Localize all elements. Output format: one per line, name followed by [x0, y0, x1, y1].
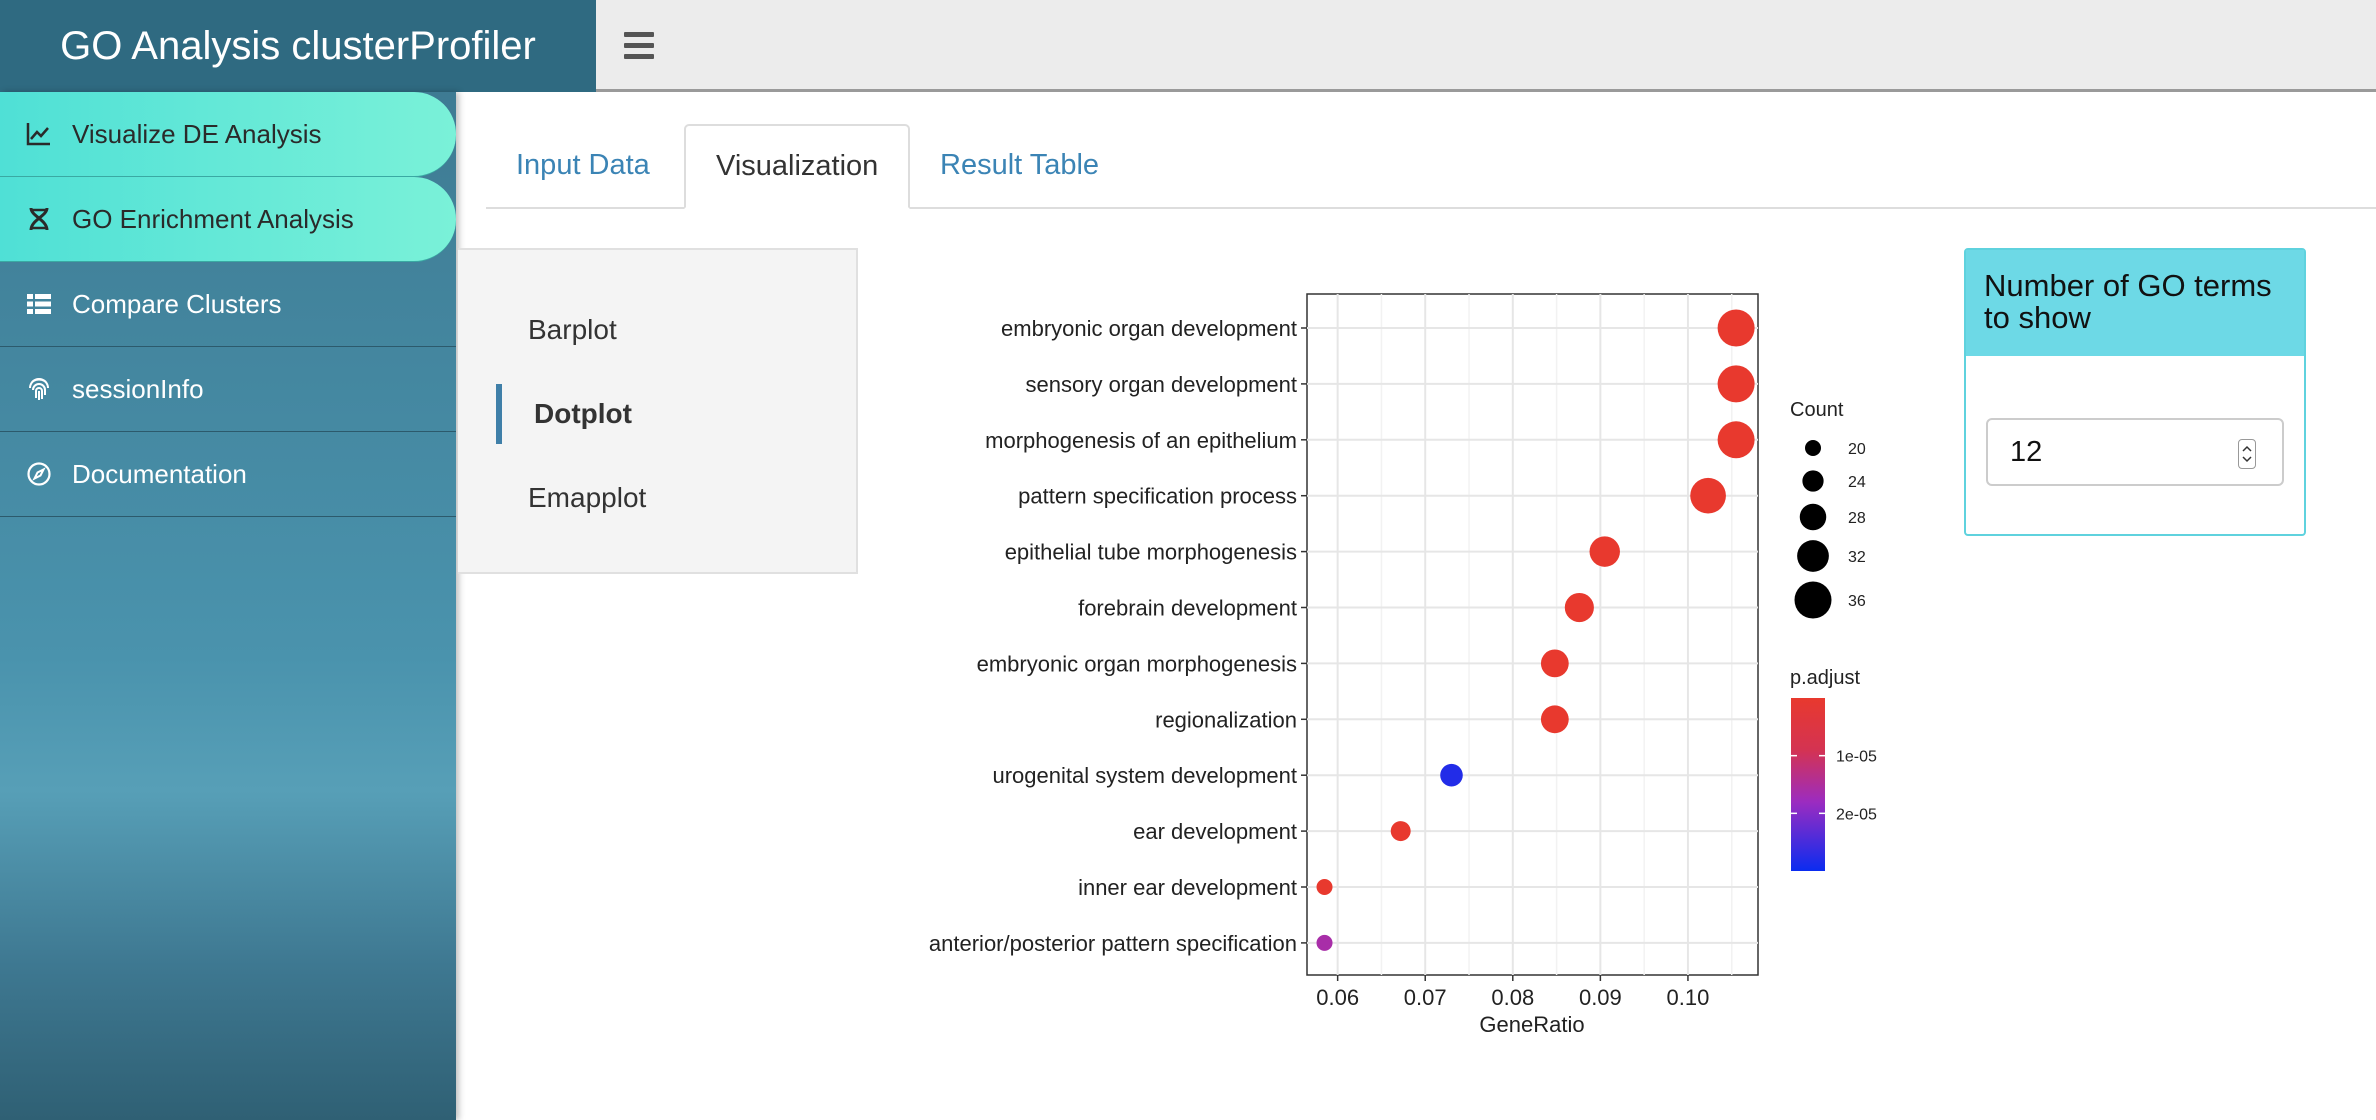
term-label: embryonic organ morphogenesis: [977, 651, 1297, 676]
tab-result-table[interactable]: Result Table: [940, 149, 1100, 181]
sidebar-item-compare-clusters[interactable]: Compare Clusters: [0, 262, 456, 347]
term-label: anterior/posterior pattern specification: [929, 931, 1297, 956]
sidebar-item-visualize-de[interactable]: Visualize DE Analysis: [0, 92, 456, 177]
nav-dotplot[interactable]: Dotplot: [496, 384, 816, 444]
term-label: inner ear development: [1078, 875, 1297, 900]
color-legend: 1e-05 2e-05: [1791, 749, 1877, 823]
size-legend-dot: [1797, 540, 1829, 572]
nav-barplot[interactable]: Barplot: [528, 314, 617, 345]
top-navbar: [596, 0, 2376, 92]
x-axis-label: GeneRatio: [1479, 1012, 1584, 1037]
size-legend-dot: [1802, 470, 1824, 492]
x-tick-label: 0.10: [1667, 985, 1710, 1010]
term-label: regionalization: [1155, 707, 1297, 732]
size-legend-label: 36: [1848, 593, 1866, 610]
size-legend-dot: [1794, 581, 1832, 619]
size-legend-dot: [1799, 503, 1827, 531]
go-terms-count-value: 12: [2010, 435, 2043, 468]
go-terms-count-box: Number of GO terms to show 12: [1964, 248, 2306, 536]
color-legend-title: p.adjust: [1790, 667, 1860, 689]
size-legend-dot: [1805, 440, 1821, 456]
plot-type-nav: Barplot Dotplot Emapplot: [458, 248, 858, 574]
size-legend: 20 24 28 32 36: [1794, 440, 1866, 619]
term-label: ear development: [1133, 819, 1297, 844]
sidebar-item-label: Documentation: [72, 458, 247, 489]
sidebar-item-go-enrichment[interactable]: GO Enrichment Analysis: [0, 177, 456, 262]
data-point: [1589, 536, 1620, 567]
term-label: sensory organ development: [1026, 372, 1298, 397]
size-legend-title: Count: [1790, 399, 1844, 421]
go-terms-count-input[interactable]: 12: [1986, 418, 2284, 486]
color-legend-bar: [1791, 698, 1825, 871]
size-legend-label: 28: [1848, 510, 1866, 527]
data-point: [1717, 421, 1755, 459]
term-label: epithelial tube morphogenesis: [1005, 540, 1297, 565]
table-list-icon: [26, 291, 52, 317]
x-axis: 0.06 0.07 0.08 0.09 0.10: [1316, 975, 1709, 1010]
plot-panel: [1306, 293, 1759, 976]
size-legend-label: 20: [1848, 441, 1866, 458]
sidebar-item-label: GO Enrichment Analysis: [72, 203, 354, 234]
x-tick-label: 0.09: [1579, 985, 1622, 1010]
line-chart-icon: [26, 121, 52, 147]
x-tick-label: 0.06: [1316, 985, 1359, 1010]
data-point: [1316, 879, 1333, 895]
data-point: [1440, 763, 1463, 787]
size-legend-label: 24: [1848, 474, 1866, 491]
size-legend-label: 32: [1848, 549, 1866, 566]
number-spinner[interactable]: [2238, 439, 2256, 469]
sidebar-item-sessioninfo[interactable]: sessionInfo: [0, 347, 456, 432]
term-label: forebrain development: [1078, 596, 1297, 621]
term-label: embryonic organ development: [1001, 316, 1297, 341]
tab-input-data[interactable]: Input Data: [516, 149, 650, 181]
sidebar-item-label: Compare Clusters: [72, 288, 282, 319]
term-label: urogenital system development: [993, 763, 1298, 788]
data-point: [1717, 309, 1755, 347]
x-tick-label: 0.08: [1491, 985, 1534, 1010]
color-legend-label: 2e-05: [1836, 806, 1877, 823]
data-point: [1316, 934, 1333, 951]
color-legend-label: 1e-05: [1836, 749, 1877, 766]
tab-bar: Input Data Visualization Result Table: [486, 124, 2376, 209]
sidebar-item-documentation[interactable]: Documentation: [0, 432, 456, 517]
data-point: [1540, 649, 1569, 678]
term-label: morphogenesis of an epithelium: [985, 428, 1297, 453]
dna-icon: [26, 206, 52, 232]
go-terms-box-title: Number of GO terms to show: [1966, 250, 2304, 356]
x-tick-label: 0.07: [1404, 985, 1447, 1010]
data-point: [1540, 705, 1569, 734]
tab-visualization[interactable]: Visualization: [684, 124, 911, 209]
go-dotplot: embryonic organ development sensory organ…: [929, 293, 1877, 1037]
data-point: [1717, 365, 1755, 403]
sidebar-item-label: Visualize DE Analysis: [72, 118, 322, 149]
fingerprint-icon: [26, 376, 52, 402]
data-point: [1690, 477, 1726, 514]
data-points: [1316, 309, 1755, 951]
sidebar: Visualize DE Analysis GO Enrichment Anal…: [0, 92, 456, 1120]
term-labels: embryonic organ development sensory organ…: [929, 316, 1307, 956]
sidebar-item-label: sessionInfo: [72, 373, 204, 404]
nav-emapplot[interactable]: Emapplot: [528, 482, 647, 513]
hamburger-icon[interactable]: [624, 26, 654, 66]
term-label: pattern specification process: [1018, 484, 1297, 509]
gridlines: [1307, 294, 1758, 975]
data-point: [1564, 592, 1594, 623]
compass-icon: [26, 461, 52, 487]
data-point: [1390, 821, 1411, 842]
app-title: GO Analysis clusterProfiler: [0, 0, 596, 92]
spinner-arrows-icon: [2242, 445, 2252, 463]
